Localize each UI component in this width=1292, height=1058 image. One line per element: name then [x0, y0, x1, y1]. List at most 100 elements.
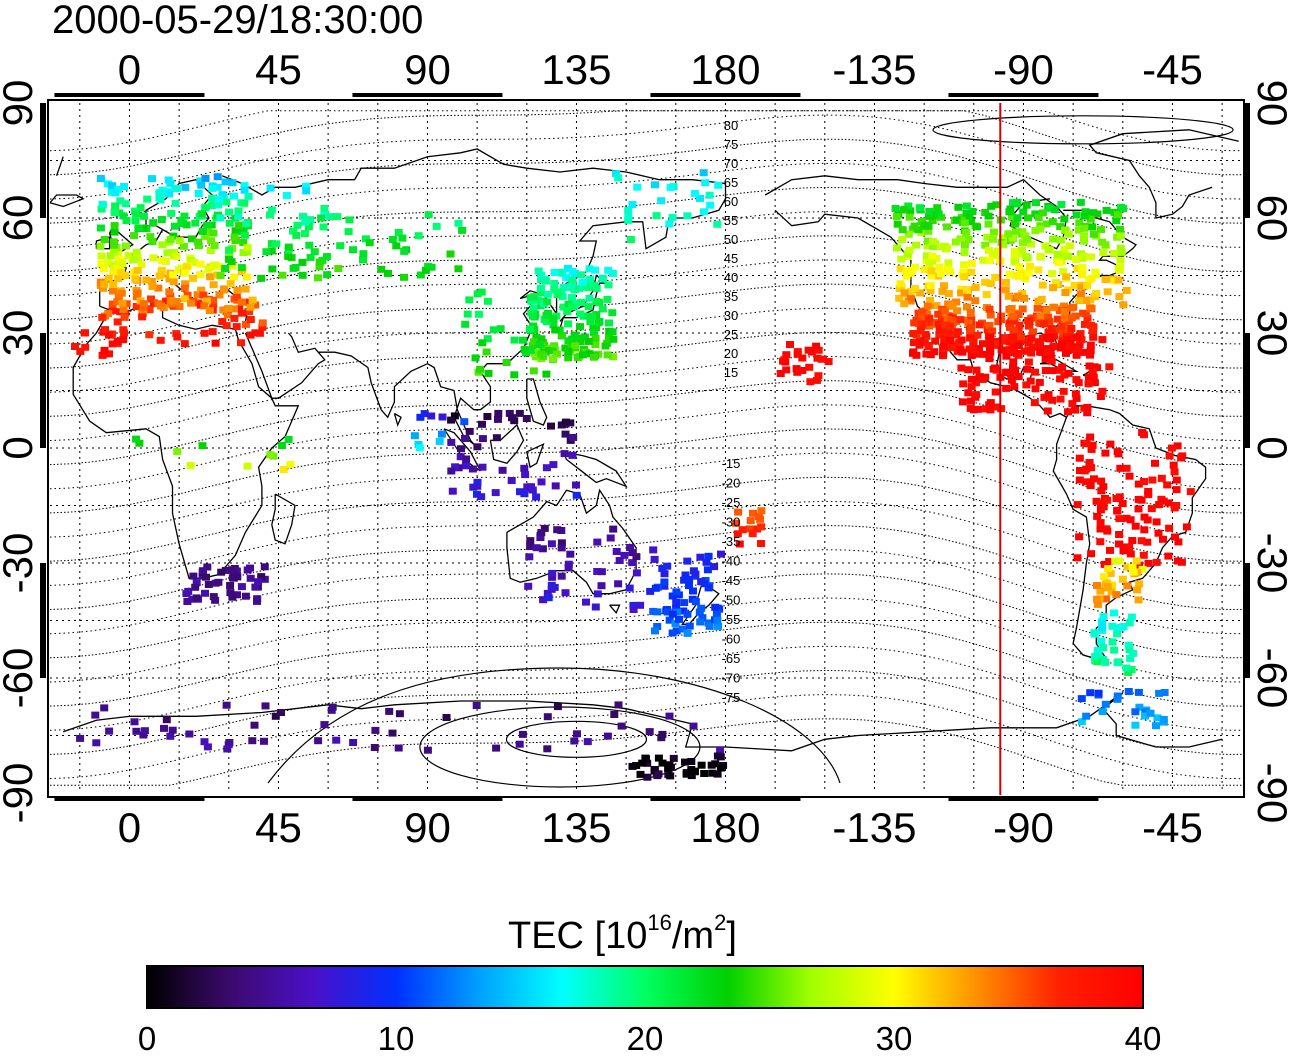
tec-cell — [1025, 317, 1034, 325]
tec-cell — [708, 769, 717, 777]
tec-cell — [685, 575, 694, 583]
tec-cell — [240, 199, 249, 207]
tec-cell — [986, 333, 995, 341]
tec-cell — [696, 618, 705, 626]
tec-cell — [617, 722, 626, 730]
tec-cell — [108, 340, 117, 348]
tec-cell — [1002, 352, 1011, 360]
tec-cell — [322, 253, 331, 261]
tec-cell — [683, 629, 692, 637]
contour-label: -65 — [722, 651, 741, 666]
bottom-axis-label: 90 — [404, 804, 451, 851]
tec-cell — [221, 265, 230, 272]
tec-cell — [1024, 358, 1033, 366]
frame-tick — [352, 797, 503, 801]
tec-cell — [589, 324, 598, 332]
contour-label: 40 — [724, 270, 738, 285]
tec-cell — [928, 217, 937, 225]
tec-cell — [941, 328, 949, 336]
coastline-segment — [393, 412, 402, 427]
tec-cell — [1060, 311, 1069, 319]
tec-cell — [564, 347, 573, 355]
contour-label: 60 — [724, 194, 738, 209]
tec-cell — [1076, 467, 1084, 474]
tec-data-cells — [71, 169, 1195, 781]
tec-cell — [1177, 454, 1186, 462]
tec-cell — [458, 226, 467, 234]
contour-label: -60 — [722, 632, 741, 647]
tec-cell — [603, 295, 612, 303]
tec-cell — [1072, 351, 1081, 359]
tec-cell — [967, 375, 976, 383]
tec-cell — [1102, 579, 1111, 587]
tec-cell — [934, 310, 943, 318]
tec-cell — [209, 229, 218, 237]
tec-cell — [1007, 213, 1016, 221]
tec-cell — [985, 256, 994, 264]
tec-cell — [575, 285, 584, 292]
tec-cell — [912, 241, 921, 249]
tec-cell — [909, 330, 918, 337]
tec-cell — [179, 242, 188, 250]
tec-cell — [1061, 308, 1069, 315]
tec-cell — [1094, 649, 1103, 657]
tec-cell — [555, 326, 564, 334]
tec-cell — [483, 335, 492, 343]
tec-cell — [986, 279, 995, 287]
tec-cell — [915, 289, 924, 297]
tec-cell — [1042, 306, 1051, 314]
tec-cell — [643, 759, 652, 767]
tec-cell — [944, 300, 953, 308]
tec-cell — [171, 222, 179, 230]
tec-cell — [124, 252, 133, 260]
tec-cell — [958, 398, 967, 406]
tec-cell — [915, 337, 924, 344]
tec-cell — [197, 286, 206, 294]
tec-cell — [239, 249, 248, 256]
tec-cell — [359, 250, 368, 258]
tec-cell — [1073, 334, 1081, 342]
tec-cell — [1006, 370, 1015, 378]
tec-cell — [1126, 654, 1135, 662]
tec-cell — [568, 335, 577, 343]
tec-cell — [527, 297, 536, 305]
tec-cell — [624, 213, 633, 221]
tec-cell — [537, 335, 546, 343]
tec-cell — [547, 422, 555, 430]
tec-cell — [197, 210, 206, 218]
tec-cell — [1089, 209, 1098, 217]
tec-cell — [365, 239, 374, 247]
tec-cell — [1061, 289, 1070, 296]
tec-cell — [231, 227, 240, 235]
tec-cell — [306, 216, 315, 224]
tec-cell — [298, 258, 307, 266]
tec-cell — [1083, 409, 1092, 417]
tec-cell — [710, 563, 719, 571]
tec-cell — [573, 354, 582, 362]
tec-cell — [237, 264, 246, 272]
tec-cell — [581, 283, 590, 291]
tec-cell — [557, 544, 566, 552]
tec-cell — [805, 363, 814, 371]
tec-cell — [935, 243, 944, 251]
tec-cell — [906, 207, 915, 215]
tec-cell — [892, 244, 901, 252]
tec-cell — [71, 343, 79, 350]
tec-cell — [926, 287, 935, 294]
tec-cell — [266, 451, 275, 459]
tec-cell — [1116, 244, 1125, 252]
tec-cell — [451, 463, 460, 471]
tec-cell — [524, 582, 533, 590]
tec-cell — [542, 464, 551, 472]
tec-cell — [530, 326, 539, 334]
tec-cell — [798, 354, 807, 362]
tec-cell — [668, 213, 677, 221]
tec-cell — [564, 354, 573, 362]
tec-cell — [180, 284, 189, 292]
tec-cell — [898, 226, 907, 234]
tec-cell — [1026, 262, 1034, 270]
tec-cell — [323, 271, 332, 279]
tec-cell — [713, 616, 722, 624]
tec-cell — [192, 594, 201, 602]
tec-cell — [240, 186, 249, 194]
